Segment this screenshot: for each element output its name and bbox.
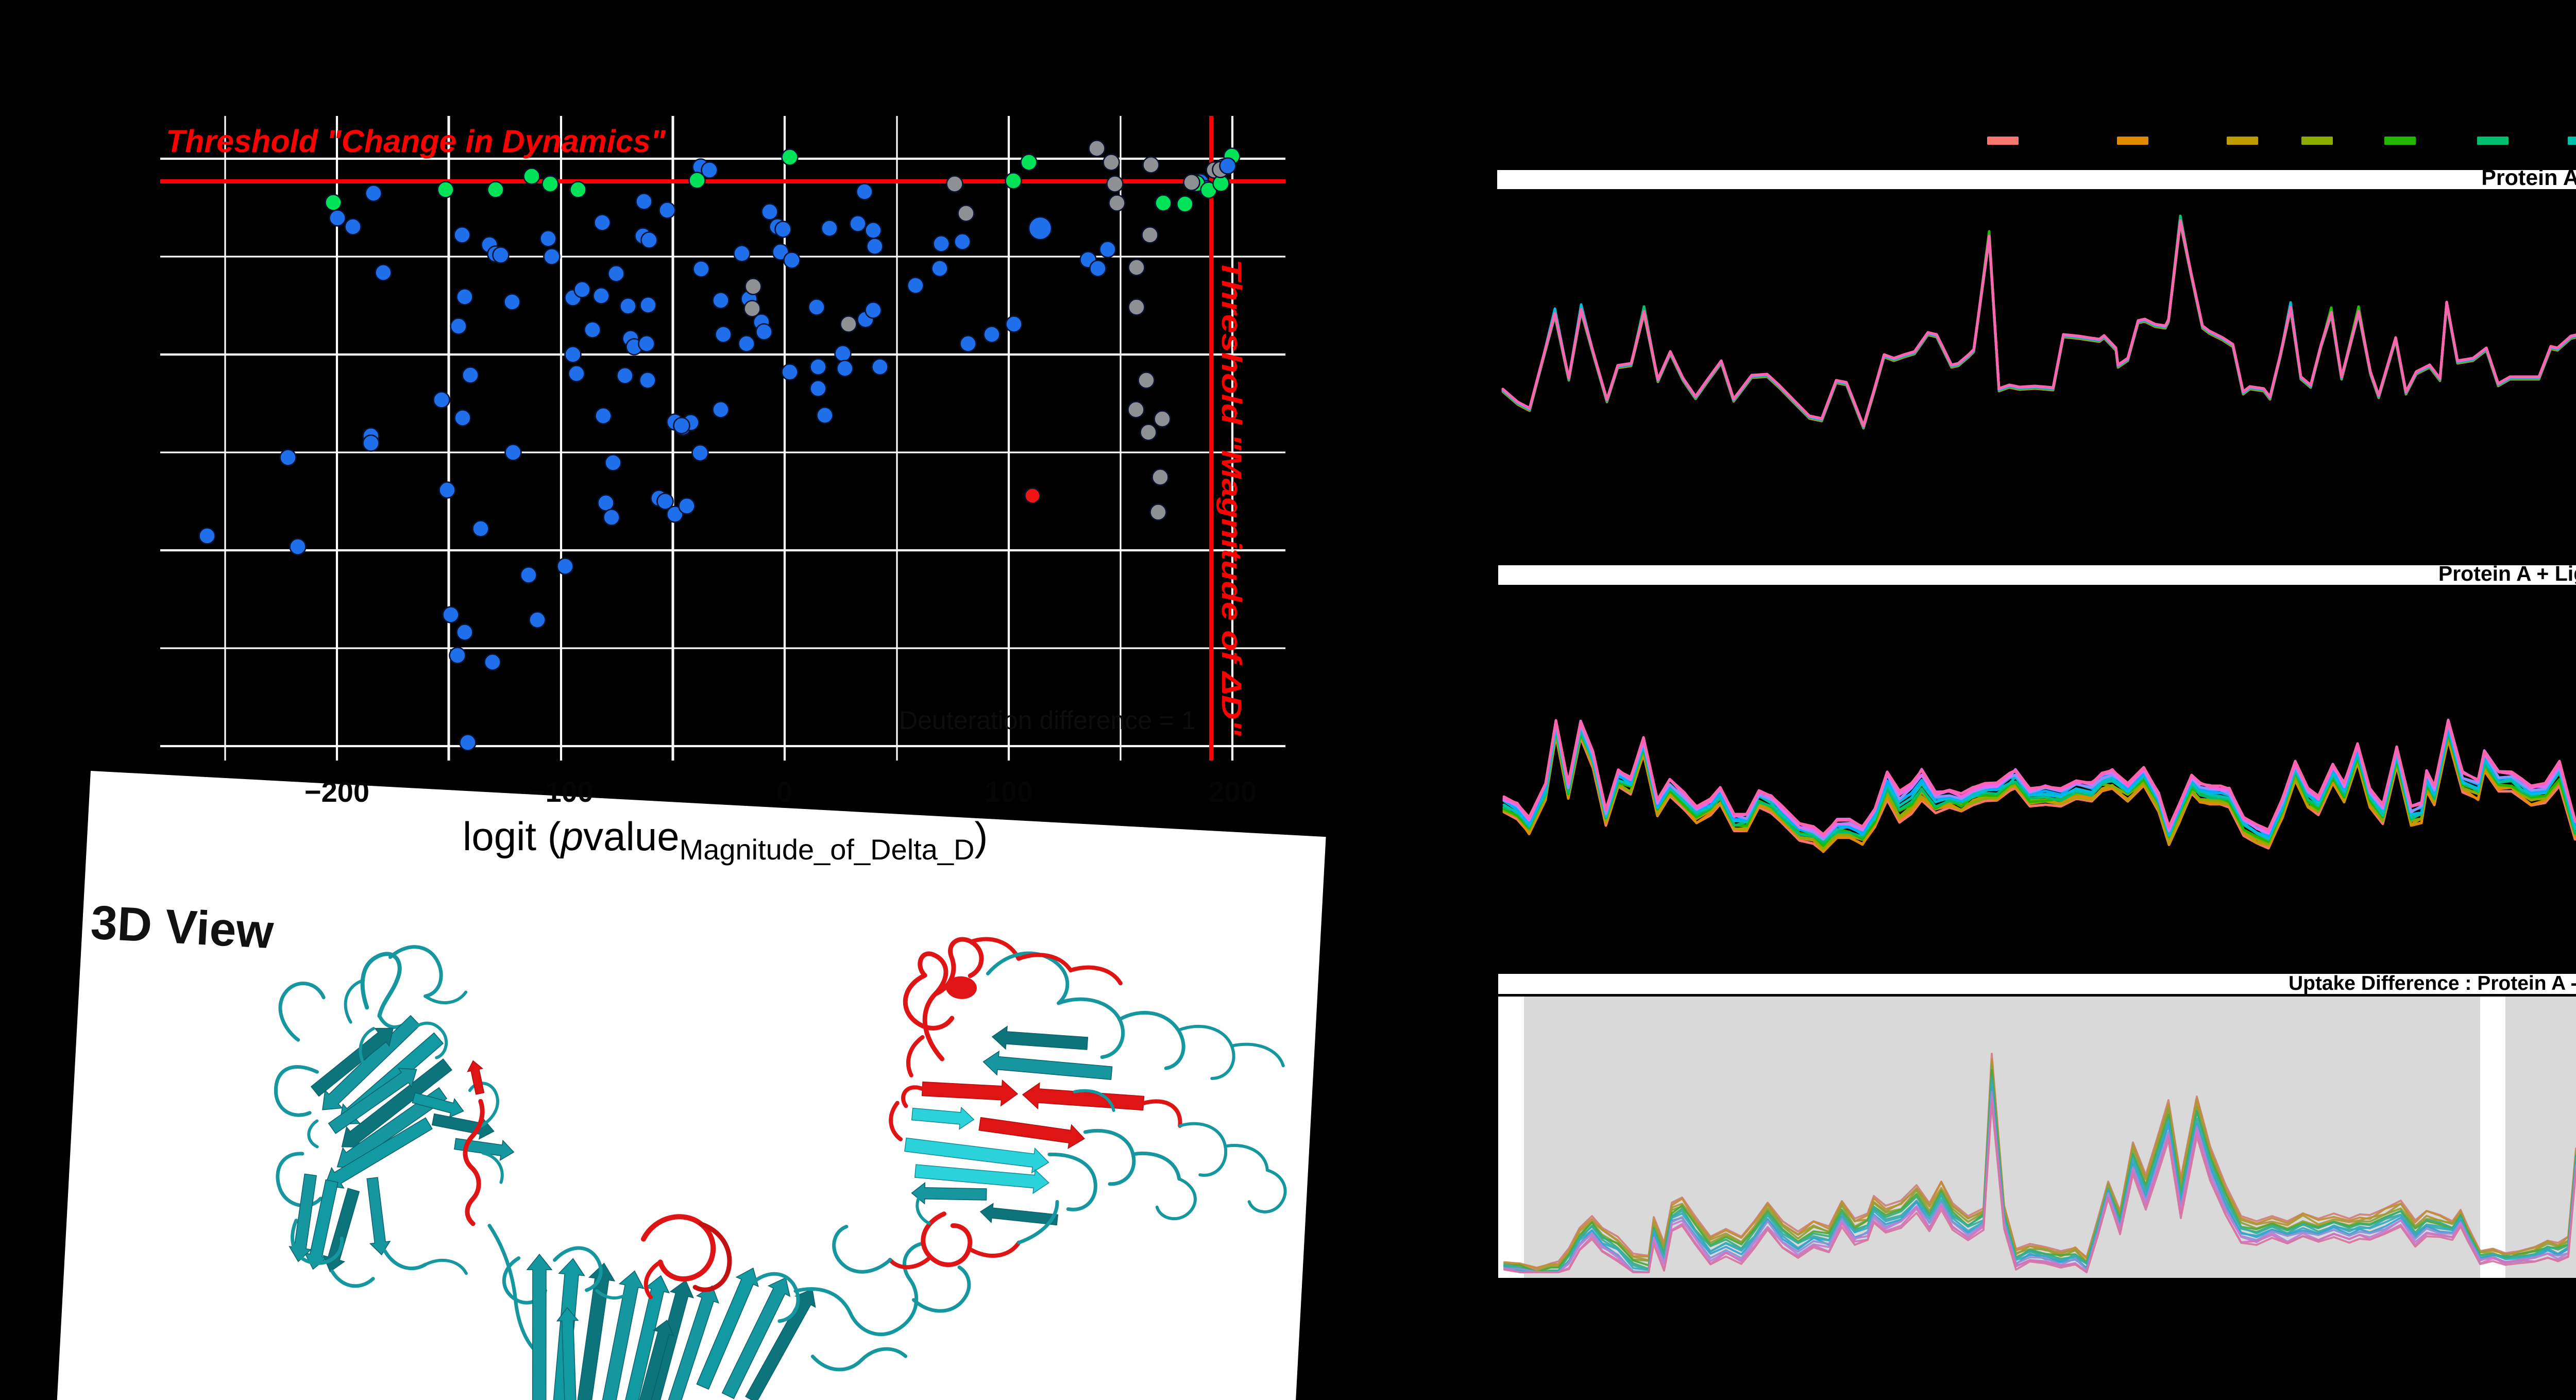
svg-text:Deuteration difference = 1: Deuteration difference = 1: [899, 706, 1196, 735]
svg-text:Threshold "Magnitude of ΔD": Threshold "Magnitude of ΔD": [1216, 259, 1247, 737]
svg-text:0: 0: [776, 775, 792, 808]
svg-text:100: 100: [985, 775, 1032, 808]
svg-text:Protein A + Ligand: Protein A + Ligand: [2438, 562, 2576, 585]
svg-text:−200: −200: [304, 775, 369, 808]
svg-text:Protein A: Protein A: [2481, 165, 2576, 190]
svg-text:200: 200: [1208, 775, 1256, 808]
svg-text:Uptake Difference : Protein A: Uptake Difference : Protein A - (Protein…: [2289, 972, 2576, 994]
svg-text:Threshold "Change in Dynamics": Threshold "Change in Dynamics": [166, 124, 666, 159]
svg-text:−100: −100: [529, 775, 594, 808]
